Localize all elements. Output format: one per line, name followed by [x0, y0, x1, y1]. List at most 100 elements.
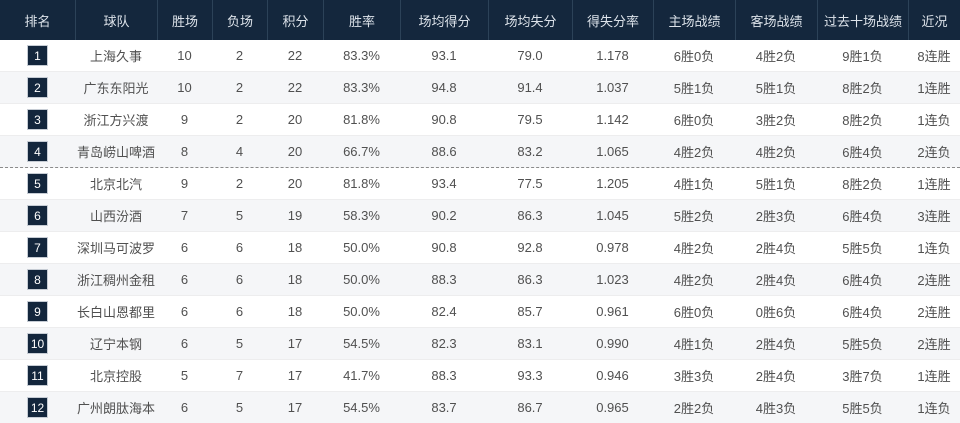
- cell-win_rate: 83.3%: [343, 80, 380, 95]
- cell-home_record: 4胜2负: [673, 241, 715, 256]
- cell-points: 20: [287, 176, 303, 191]
- column-header-team: 球队: [75, 0, 157, 40]
- cell-pts_for: 90.8: [431, 240, 457, 255]
- cell-ratio: 0.965: [596, 400, 629, 415]
- cell-rank: 10: [0, 328, 75, 359]
- cell-ratio: 1.178: [596, 48, 629, 63]
- cell-losses: 2: [235, 80, 244, 95]
- cell-points: 20: [287, 112, 303, 127]
- cell-wins: 6: [180, 240, 189, 255]
- cell-rank: 2: [0, 72, 75, 103]
- cell-last10_record: 6胜4负: [842, 209, 883, 224]
- cell-pts_against: 86.3: [517, 208, 543, 223]
- cell-team[interactable]: 浙江方兴渡: [83, 113, 149, 128]
- cell-pts_against: 85.7: [517, 304, 543, 319]
- cell-streak: 2连胜: [917, 337, 951, 352]
- cell-team[interactable]: 浙江稠州金租: [76, 273, 155, 288]
- cell-losses: 2: [235, 112, 244, 127]
- cell-pts_against: 86.3: [517, 272, 543, 287]
- cell-pts_against: 79.5: [517, 112, 543, 127]
- cell-team[interactable]: 北京控股: [89, 369, 142, 384]
- rank-badge: 3: [27, 109, 48, 130]
- cell-home_record: 6胜0负: [673, 305, 715, 320]
- cell-losses: 6: [235, 272, 244, 287]
- cell-points: 18: [287, 240, 303, 255]
- cell-pts_against: 83.1: [517, 336, 543, 351]
- cell-rank: 12: [0, 392, 75, 423]
- cell-team[interactable]: 辽宁本钢: [89, 337, 142, 352]
- cell-pts_for: 90.8: [431, 112, 457, 127]
- cell-streak: 1连负: [917, 401, 951, 416]
- cell-win_rate: 54.5%: [343, 400, 380, 415]
- cell-team[interactable]: 山西汾酒: [89, 209, 142, 224]
- cell-team[interactable]: 上海久事: [89, 49, 142, 64]
- cell-losses: 6: [235, 240, 244, 255]
- cell-team[interactable]: 长白山恩都里: [76, 305, 155, 320]
- cell-wins: 5: [180, 368, 189, 383]
- cell-ratio: 1.037: [596, 80, 629, 95]
- column-header-rank: 排名: [24, 13, 51, 29]
- cell-pts_against: 93.3: [517, 368, 543, 383]
- column-header-wins: 胜场: [157, 0, 212, 40]
- cell-losses: 5: [235, 208, 244, 223]
- cell-team[interactable]: 深圳马可波罗: [76, 241, 155, 256]
- cell-rank: 7: [0, 232, 75, 263]
- cell-streak: 3连胜: [917, 209, 951, 224]
- cell-ratio: 1.142: [596, 112, 629, 127]
- cell-last10_record: 5胜5负: [842, 241, 883, 256]
- cell-last10_record: 6胜4负: [842, 273, 883, 288]
- cell-pts_against: 86.7: [517, 400, 543, 415]
- column-header-away_record: 客场战绩: [735, 0, 817, 40]
- cell-home_record: 4胜1负: [673, 337, 715, 352]
- column-header-losses: 负场: [212, 0, 267, 40]
- cell-home_record: 2胜2负: [673, 401, 715, 416]
- cell-streak: 2连胜: [917, 305, 951, 320]
- cell-away_record: 2胜3负: [755, 209, 797, 224]
- rank-badge: 7: [27, 237, 48, 258]
- cell-losses: 5: [235, 336, 244, 351]
- rank-badge: 2: [27, 77, 48, 98]
- cell-wins: 8: [180, 144, 189, 159]
- cell-team[interactable]: 青岛崂山啤酒: [76, 145, 155, 160]
- cell-ratio: 0.946: [596, 368, 629, 383]
- cell-home_record: 4胜1负: [673, 177, 715, 192]
- cell-team[interactable]: 广东东阳光: [83, 81, 149, 96]
- cell-streak: 2连胜: [917, 273, 951, 288]
- cell-away_record: 2胜4负: [755, 273, 797, 288]
- cell-points: 17: [287, 368, 303, 383]
- cell-win_rate: 54.5%: [343, 336, 380, 351]
- rank-badge: 11: [27, 365, 48, 386]
- cell-points: 18: [287, 272, 303, 287]
- cell-away_record: 4胜3负: [755, 401, 797, 416]
- cell-pts_against: 91.4: [517, 80, 543, 95]
- cell-last10_record: 8胜2负: [842, 177, 883, 192]
- table-row-rank-3: 3 浙江方兴渡 9 2 20 81.8% 90.8 79.5 1.142 6胜0负 3胜2负 8胜2负…: [0, 104, 960, 136]
- cell-points: 22: [287, 80, 303, 95]
- cell-streak: 1连胜: [917, 81, 951, 96]
- cell-home_record: 6胜0负: [673, 49, 715, 64]
- cell-rank: 5: [0, 168, 75, 199]
- cell-last10_record: 6胜4负: [842, 305, 883, 320]
- cell-pts_for: 88.3: [431, 368, 457, 383]
- cell-home_record: 6胜0负: [673, 113, 715, 128]
- cell-wins: 6: [180, 304, 189, 319]
- cell-points: 18: [287, 304, 303, 319]
- cell-pts_for: 93.4: [431, 176, 457, 191]
- column-header-pts_for: 场均得分: [400, 0, 488, 40]
- cell-win_rate: 81.8%: [343, 176, 380, 191]
- cell-away_record: 4胜2负: [755, 145, 797, 160]
- rank-badge: 10: [27, 333, 48, 354]
- cell-losses: 6: [235, 304, 244, 319]
- cell-last10_record: 5胜5负: [842, 401, 883, 416]
- cell-away_record: 3胜2负: [755, 113, 797, 128]
- cell-team[interactable]: 北京北汽: [89, 177, 142, 192]
- cell-away_record: 0胜6负: [755, 305, 797, 320]
- cell-win_rate: 83.3%: [343, 48, 380, 63]
- cell-win_rate: 81.8%: [343, 112, 380, 127]
- table-row-rank-5: 5 北京北汽 9 2 20 81.8% 93.4 77.5 1.205 4胜1负 5胜1负 8胜2负 1…: [0, 168, 960, 200]
- cell-rank: 9: [0, 296, 75, 327]
- cell-team[interactable]: 广州朗肽海本: [76, 401, 155, 416]
- table-header: 排名 球队 胜场 负场 积分 胜率 场均得分 场均失分 得失分率 主场战绩 客场战绩 过去十场战绩 近况: [0, 0, 960, 40]
- cell-pts_against: 79.0: [517, 48, 543, 63]
